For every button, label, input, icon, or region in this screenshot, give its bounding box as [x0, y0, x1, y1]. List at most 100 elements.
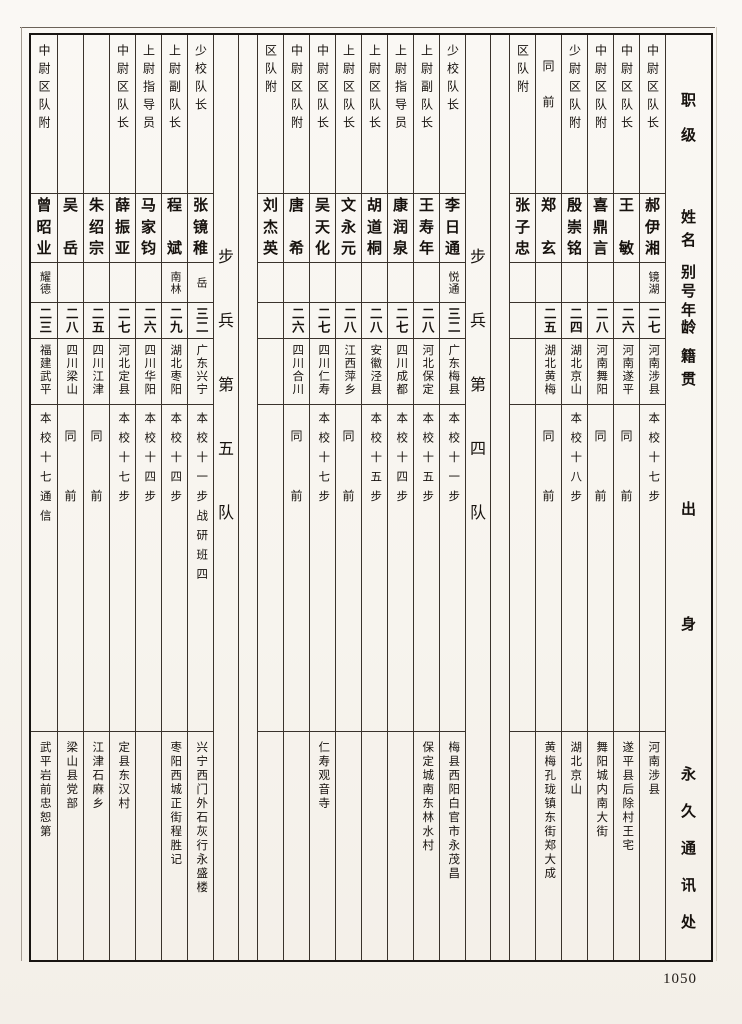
cell-text: 二六	[141, 307, 156, 334]
cell-text: 四川梁山	[65, 344, 78, 396]
name-text: 马家钧	[140, 198, 156, 257]
cell-text: 安徽泾县	[369, 344, 382, 396]
name-cell: 吴岳	[58, 193, 83, 262]
cell-text: 区队附	[263, 44, 278, 98]
name-text: 程斌	[166, 198, 182, 257]
background-cell: 同前	[536, 404, 561, 731]
rank-cell: 少尉区队附	[562, 35, 587, 193]
alias-cell	[536, 262, 561, 302]
header-column: 职级 姓名 别号 年龄 籍贯 出身 永久通讯处	[665, 35, 711, 960]
address-cell	[136, 731, 161, 960]
rank-cell: 少校队长	[440, 35, 465, 193]
alias-cell: 悦通	[440, 262, 465, 302]
cell-text: 福建武平	[38, 344, 51, 396]
rank-cell: 中尉区队长	[640, 35, 665, 193]
cell-text: 湖北黄梅	[543, 344, 556, 396]
name-cell: 王寿年	[414, 193, 439, 262]
cell-text: 二七	[645, 307, 660, 334]
cell-text: 定县东汉村	[117, 741, 130, 811]
background-cell: 同前	[588, 404, 613, 731]
entry-column: 中尉区队长王敏二六 河南遂平同前遂平县后除村王宅	[613, 35, 639, 960]
name-cell: 郑玄	[536, 193, 561, 262]
name-cell: 王敏	[614, 193, 639, 262]
cell-text: 湖北京山	[569, 741, 582, 797]
cell-text: 广东梅县	[447, 344, 460, 396]
native-place-cell: 四川成都	[388, 338, 413, 404]
cell-text: 上尉副队长	[167, 44, 182, 134]
cell-text: 二八	[367, 307, 382, 334]
cell-text: 四川华阳	[143, 344, 156, 396]
name-cell: 程斌	[162, 193, 187, 262]
cell-text: 同前	[542, 429, 555, 503]
cell-text: 四川合川	[291, 344, 304, 396]
cell-text: 四川仁寿	[317, 344, 330, 396]
age-cell: 二八	[414, 302, 439, 338]
entry-column: 吴岳二八 四川梁山同前梁山县党部	[57, 35, 83, 960]
name-text: 曾昭业	[36, 198, 52, 257]
address-cell: 枣阳西城正街程胜记	[162, 731, 187, 960]
background-cell: 本校十四步	[136, 404, 161, 731]
age-cell: 二六	[136, 302, 161, 338]
entry-column: 上尉副队长程斌南林 二九 湖北枣阳 本校十四步 枣阳西城正街程胜记	[161, 35, 187, 960]
cell-text: 四川江津	[91, 344, 104, 396]
cell-text: 中尉区队长	[115, 44, 130, 134]
outer-rule-left	[21, 27, 22, 961]
name-cell: 张子忠	[510, 193, 535, 262]
background-cell: 同前	[84, 404, 109, 731]
age-cell: 二七	[640, 302, 665, 338]
name-cell: 薛振亚	[110, 193, 135, 262]
header-field-name: 姓名	[680, 210, 696, 249]
cell-text: 河南舞阳	[595, 344, 608, 396]
rank-cell: 少校队长	[188, 35, 213, 193]
cell-text: 上尉副队长	[419, 44, 434, 134]
rank-cell: 中尉区队长	[110, 35, 135, 193]
alias-cell	[614, 262, 639, 302]
address-cell: 舞阳城内南大街	[588, 731, 613, 960]
entry-column: 少校队长张镜稚岳三二 广东兴宁 本校十一步战研班四 兴宁西门外石灰行永盛楼	[187, 35, 213, 960]
cell-text: 同前	[542, 59, 555, 109]
name-text: 郑玄	[540, 198, 556, 257]
group-label: 步兵第五队	[217, 249, 234, 522]
cell-text: 河南遂平	[621, 344, 634, 396]
outer-rule-top	[20, 27, 715, 28]
cell-text: 四川成都	[395, 344, 408, 396]
name-text: 康润泉	[392, 198, 408, 257]
native-place-cell: 湖北枣阳	[162, 338, 187, 404]
background-cell	[258, 404, 283, 731]
name-cell: 马家钧	[136, 193, 161, 262]
group-label-column: 步兵第五队	[213, 35, 238, 960]
cell-text: 上尉区队长	[367, 44, 382, 134]
cell-text: 二三	[37, 307, 52, 334]
background-cell: 本校十四步	[162, 404, 187, 731]
cell-text: 本校十五步	[421, 412, 434, 510]
cell-text: 中尉区队长	[619, 44, 634, 134]
rank-cell	[84, 35, 109, 193]
cell-text: 湖北枣阳	[169, 344, 182, 396]
cell-text: 本校十七步	[317, 412, 330, 510]
cell-text: 兴宁西门外石灰行永盛楼	[195, 741, 208, 895]
entry-column: 区队附刘杰英	[257, 35, 283, 960]
native-place-cell: 四川仁寿	[310, 338, 335, 404]
cell-text: 同前	[64, 429, 77, 503]
alias-cell	[336, 262, 361, 302]
cell-text: 二八	[593, 307, 608, 334]
address-cell	[284, 731, 309, 960]
entry-column: 上尉副队长王寿年二八 河北保定 本校十五步 保定城南东林水村	[413, 35, 439, 960]
name-cell: 胡道桐	[362, 193, 387, 262]
cell-text: 本校十八步	[569, 412, 582, 510]
address-cell	[258, 731, 283, 960]
name-text: 王寿年	[418, 198, 434, 257]
name-cell: 喜鼎言	[588, 193, 613, 262]
cell-text: 少尉区队附	[567, 44, 582, 134]
cell-text: 武平岩前忠恕第	[38, 741, 51, 839]
name-cell: 张镜稚	[188, 193, 213, 262]
entry-column: 朱绍宗二五 四川江津同前江津石麻乡	[83, 35, 109, 960]
name-cell: 唐希	[284, 193, 309, 262]
address-cell	[388, 731, 413, 960]
entry-column: 中尉区队长郝伊湘镜湖 二七 河南涉县 本校十七步 河南涉县	[639, 35, 665, 960]
background-cell: 同前	[336, 404, 361, 731]
entry-column: 区队附张子忠	[509, 35, 535, 960]
address-cell: 保定城南东林水村	[414, 731, 439, 960]
header-field-age: 年龄	[680, 303, 696, 336]
alias-cell	[84, 262, 109, 302]
